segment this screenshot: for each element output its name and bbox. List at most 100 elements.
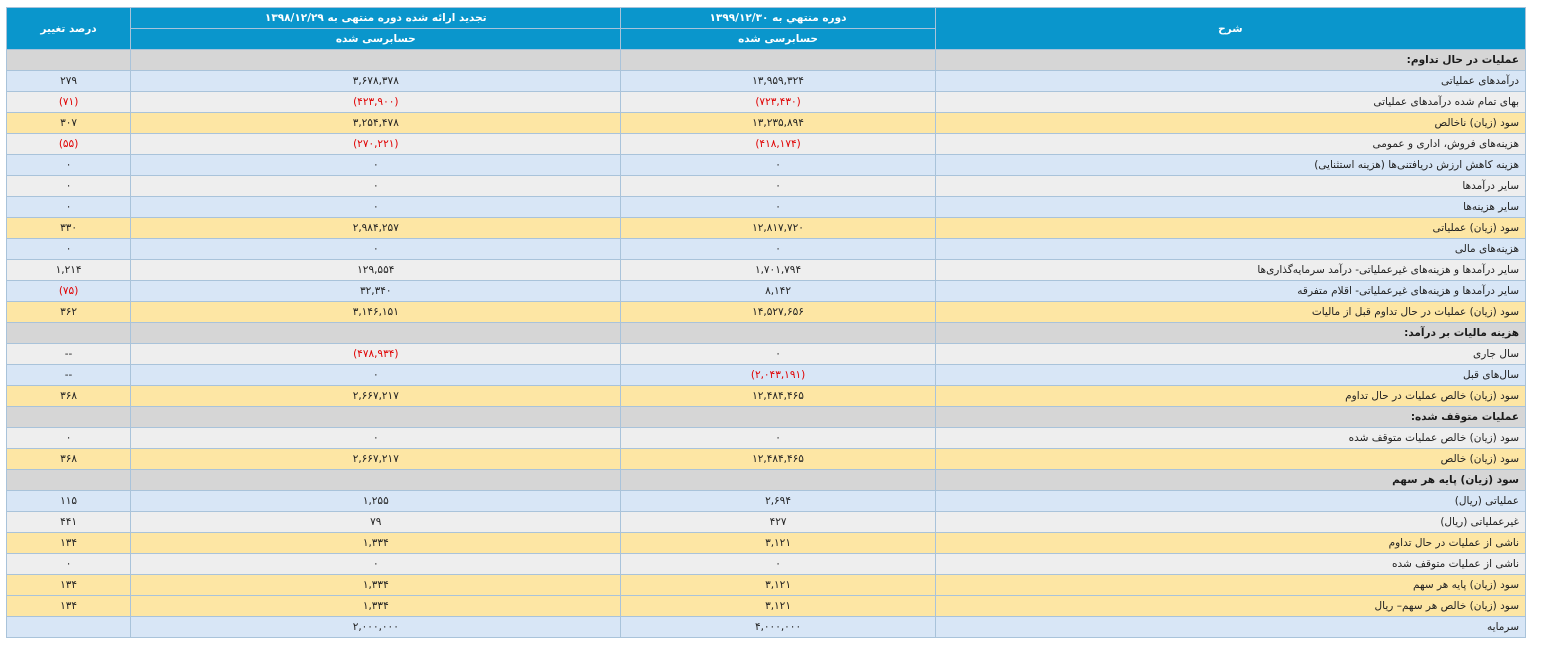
row-label: سایر درآمدها <box>934 175 1527 197</box>
row-label: ناشی از عملیات در حال تداوم <box>934 532 1527 554</box>
current-period-value: (۴۱۸,۱۷۴) <box>620 133 936 155</box>
table-header-row: شرح دوره منتهي به ۱۳۹۹/۱۲/۳۰ تجدید ارائه… <box>5 7 1527 50</box>
current-period-value: ۱۲,۸۱۷,۷۲۰ <box>620 217 936 239</box>
table-row: سود (زیان) پایه هر سهم ۳,۱۲۱ ۱,۳۳۴ ۱۳۴ <box>5 574 1527 596</box>
table-row: بهای تمام شده درآمدهای عملیاتی (۷۲۳,۴۳۰)(… <box>5 91 1527 113</box>
current-period-value: ۸,۱۴۲ <box>620 280 936 302</box>
previous-period-value: ۲,۹۸۴,۲۵۷ <box>130 217 622 239</box>
previous-period-value: (۴۲۳,۹۰۰) <box>130 91 622 113</box>
table-row: ناشی از عملیات متوقف شده ۰ ۰ ۰ <box>5 553 1527 575</box>
section-title: عملیات متوقف شده: <box>934 406 1527 428</box>
empty-cell <box>620 406 936 428</box>
current-period-value: ۳,۱۲۱ <box>620 532 936 554</box>
previous-period-value: ۳,۲۵۴,۴۷۸ <box>130 112 622 134</box>
current-period-value: ۴,۰۰۰,۰۰۰ <box>620 616 936 638</box>
row-label: سود (زیان) عملیات در حال تداوم قبل از ما… <box>934 301 1527 323</box>
row-label: عملیاتی (ریال) <box>934 490 1527 512</box>
previous-period-value: (۴۷۸,۹۳۴) <box>130 343 622 365</box>
current-period-value: ۱۴,۵۲۷,۶۵۶ <box>620 301 936 323</box>
previous-period-value: ۱۲۹,۵۵۴ <box>130 259 622 281</box>
row-label: سود (زیان) عملیاتی <box>934 217 1527 239</box>
row-label: هزینه‌های مالی <box>934 238 1527 260</box>
table-row: درآمدهای عملیاتی ۱۳,۹۵۹,۳۲۴ ۳,۶۷۸,۳۷۸ ۲۷۹ <box>5 70 1527 92</box>
change-percent-value: ۱۳۴ <box>5 532 132 554</box>
change-percent-value: (۷۱) <box>5 91 132 113</box>
income-statement-table: شرح دوره منتهي به ۱۳۹۹/۱۲/۳۰ تجدید ارائه… <box>5 7 1527 638</box>
section-title: عملیات در حال تداوم: <box>934 49 1527 71</box>
table-row: سود (زیان) ناخالص ۱۳,۲۳۵,۸۹۴ ۳,۲۵۴,۴۷۸ ۳۰۷ <box>5 112 1527 134</box>
previous-period-value: ۰ <box>130 154 622 176</box>
current-period-value: ۰ <box>620 343 936 365</box>
previous-period-value: ۱,۳۳۴ <box>130 574 622 596</box>
row-label: هزینه‌های فروش، اداری و عمومی <box>934 133 1527 155</box>
change-percent-value: ۲۷۹ <box>5 70 132 92</box>
table-row: عملیاتی (ریال) ۲,۶۹۴ ۱,۲۵۵ ۱۱۵ <box>5 490 1527 512</box>
change-percent-value: ۱۳۴ <box>5 574 132 596</box>
current-period-value: ۱۳,۹۵۹,۳۲۴ <box>620 70 936 92</box>
change-percent-value <box>5 616 132 638</box>
row-label: درآمدهای عملیاتی <box>934 70 1527 92</box>
change-percent-value: ۳۳۰ <box>5 217 132 239</box>
current-period-value: ۱,۷۰۱,۷۹۴ <box>620 259 936 281</box>
table-row: سود (زیان) خالص عملیات در حال تداوم ۱۲,۴۸… <box>5 385 1527 407</box>
table-row: هزینه کاهش ارزش دریافتنی‌ها (هزینه استثن… <box>5 154 1527 176</box>
previous-period-value: ۰ <box>130 427 622 449</box>
description-header: شرح <box>934 7 1527 50</box>
empty-cell <box>5 49 132 71</box>
previous-period-value: ۱,۳۳۴ <box>130 595 622 617</box>
table-row: سال‌های قبل (۲,۰۴۳,۱۹۱) ۰ -- <box>5 364 1527 386</box>
empty-cell <box>5 469 132 491</box>
current-period-value: ۳,۱۲۱ <box>620 595 936 617</box>
change-percent-value: ۴۴۱ <box>5 511 132 533</box>
change-percent-value: -- <box>5 364 132 386</box>
change-percent-value: ۱۱۵ <box>5 490 132 512</box>
empty-cell <box>130 49 622 71</box>
change-percent-value: ۰ <box>5 196 132 218</box>
current-period-value: (۲,۰۴۳,۱۹۱) <box>620 364 936 386</box>
section-title: هزینه مالیات بر درآمد: <box>934 322 1527 344</box>
previous-period-value: ۰ <box>130 364 622 386</box>
change-percent-value: ۳۰۷ <box>5 112 132 134</box>
table-row: ناشی از عملیات در حال تداوم ۳,۱۲۱ ۱,۳۳۴ ۱۳۴ <box>5 532 1527 554</box>
current-period-value: ۰ <box>620 154 936 176</box>
row-label: سود (زیان) خالص عملیات در حال تداوم <box>934 385 1527 407</box>
change-percent-value: ۱۳۴ <box>5 595 132 617</box>
row-label: سایر درآمدها و هزینه‌های غیرعملیاتی- اقل… <box>934 280 1527 302</box>
change-percent-value: ۰ <box>5 154 132 176</box>
empty-cell <box>5 406 132 428</box>
section-title: سود (زیان) پایه هر سهم <box>934 469 1527 491</box>
previous-period-value: ۰ <box>130 553 622 575</box>
row-label: سایر درآمدها و هزینه‌های غیرعملیاتی- درآ… <box>934 259 1527 281</box>
table-row: سال جاری ۰ (۴۷۸,۹۳۴) -- <box>5 343 1527 365</box>
row-label: غیرعملیاتی (ریال) <box>934 511 1527 533</box>
row-label: سود (زیان) پایه هر سهم <box>934 574 1527 596</box>
current-period-value: ۰ <box>620 238 936 260</box>
change-percent-value: ۰ <box>5 427 132 449</box>
current-period-value: ۰ <box>620 175 936 197</box>
table-subheader-row: حسابرسی شده حسابرسی شده <box>7 28 1526 50</box>
previous-period-value: ۷۹ <box>130 511 622 533</box>
current-period-value: ۱۲,۴۸۴,۴۶۵ <box>620 448 936 470</box>
empty-cell <box>620 469 936 491</box>
table-row: سود (زیان) خالص هر سهم– ریال ۳,۱۲۱ ۱,۳۳۴ ۱۳… <box>5 595 1527 617</box>
previous-period-value: ۲,۶۶۷,۲۱۷ <box>130 385 622 407</box>
row-label: سود (زیان) خالص هر سهم– ریال <box>934 595 1527 617</box>
change-percent-value: ۳۶۸ <box>5 448 132 470</box>
row-label: سرمایه <box>934 616 1527 638</box>
empty-cell <box>130 322 622 344</box>
previous-period-header: تجدید ارائه شده دوره منتهی به ۱۳۹۸/۱۲/۲۹ <box>130 7 622 29</box>
row-label: سال‌های قبل <box>934 364 1527 386</box>
section-header-row: عملیات در حال تداوم: <box>5 49 1527 71</box>
table-row: سایر درآمدها ۰ ۰ ۰ <box>5 175 1527 197</box>
previous-period-value: (۲۷۰,۲۲۱) <box>130 133 622 155</box>
current-period-value: ۰ <box>620 553 936 575</box>
previous-period-value: ۰ <box>130 196 622 218</box>
section-header-row: هزینه مالیات بر درآمد: <box>5 322 1527 344</box>
previous-period-value: ۲,۶۶۷,۲۱۷ <box>130 448 622 470</box>
previous-period-value: ۳,۱۴۶,۱۵۱ <box>130 301 622 323</box>
table-row: سایر درآمدها و هزینه‌های غیرعملیاتی- اقل… <box>5 280 1527 302</box>
current-period-value: ۳,۱۲۱ <box>620 574 936 596</box>
table-row: سود (زیان) خالص عملیات متوقف شده ۰ ۰ ۰ <box>5 427 1527 449</box>
empty-cell <box>5 322 132 344</box>
previous-audit-status: حسابرسی شده <box>130 28 622 50</box>
